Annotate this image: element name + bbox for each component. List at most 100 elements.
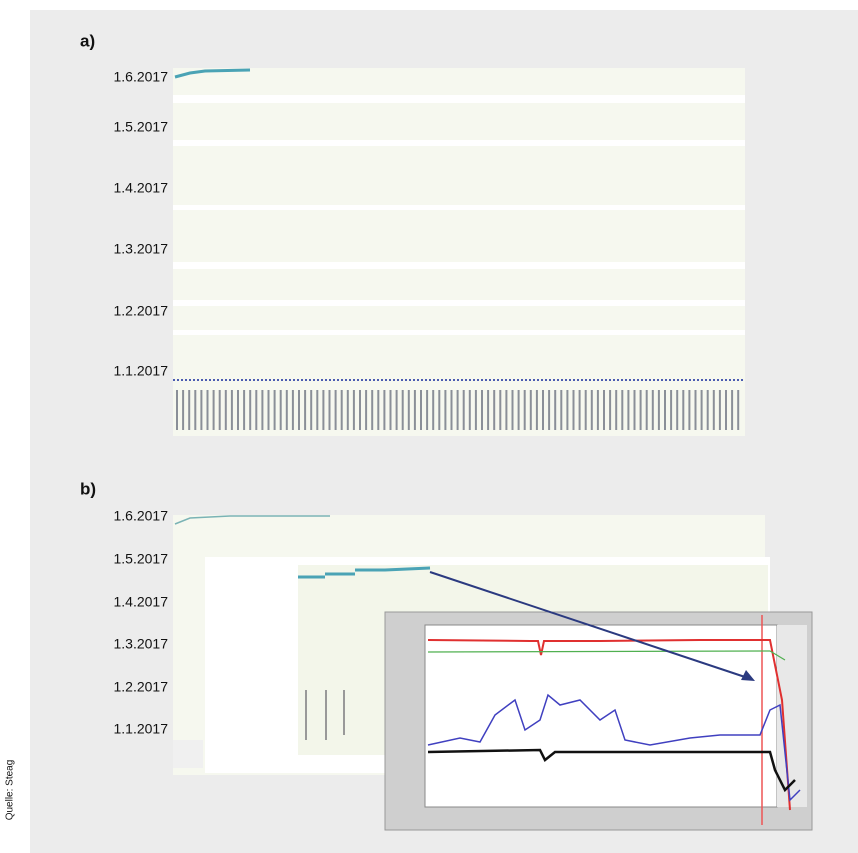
tick-text (438, 390, 440, 430)
tick-text (457, 390, 459, 430)
date-label: 1.1.2017 (114, 363, 169, 379)
date-label: 1.1.2017 (114, 721, 169, 737)
date-label: 1.2.2017 (114, 303, 169, 319)
date-label: 1.4.2017 (114, 180, 169, 196)
tick-text (493, 390, 495, 430)
tick-text (182, 390, 184, 430)
tick-text (426, 390, 428, 430)
tick-text (701, 390, 703, 430)
source-credit: Quelle: Steag (5, 760, 16, 821)
tick-text (420, 390, 422, 430)
tick-text (713, 390, 715, 430)
tick-text (444, 390, 446, 430)
tick-text (670, 390, 672, 430)
tick-text (304, 390, 306, 430)
date-label: 1.4.2017 (114, 594, 169, 610)
figure: Quelle: Steag a) 1.6.2017 1.5.2017 (0, 0, 858, 853)
tick-text (548, 390, 550, 430)
tick-text (579, 390, 581, 430)
tick-text (688, 390, 690, 430)
tick-text (261, 390, 263, 430)
tick-text (365, 390, 367, 430)
tick-text (615, 390, 617, 430)
tick-text (505, 390, 507, 430)
tick-text (573, 390, 575, 430)
tick-text (719, 390, 721, 430)
tick-text (329, 390, 331, 430)
tick-text (353, 390, 355, 430)
tick-text (268, 390, 270, 430)
tick-text (383, 390, 385, 430)
panel-label: b) (80, 479, 96, 498)
tick-text (621, 390, 623, 430)
tick-stub (173, 740, 203, 768)
tick-text (536, 390, 538, 430)
tick-text (737, 390, 739, 430)
tick-text (481, 390, 483, 430)
date-label: 1.3.2017 (114, 241, 169, 257)
tick-text (585, 390, 587, 430)
tick-text (634, 390, 636, 430)
tick-text (341, 390, 343, 430)
tick-text (646, 390, 648, 430)
tick-text (640, 390, 642, 430)
tick-text (554, 390, 556, 430)
tick-text (347, 390, 349, 430)
tick-text (249, 390, 251, 430)
panel-a-screenshot (173, 68, 745, 436)
date-label: 1.5.2017 (114, 119, 169, 135)
tick-text (725, 390, 727, 430)
tick-text (322, 390, 324, 430)
tick-text (432, 390, 434, 430)
tick-text (194, 390, 196, 430)
tick-text (566, 390, 568, 430)
tick-text (402, 390, 404, 430)
tick-text (408, 390, 410, 430)
tick-text (609, 390, 611, 430)
tick-text (188, 390, 190, 430)
tick-text (396, 390, 398, 430)
tick-text (652, 390, 654, 430)
tick-text (560, 390, 562, 430)
tick-text (627, 390, 629, 430)
tick-text (243, 390, 245, 430)
tick-text (658, 390, 660, 430)
tick-text (237, 390, 239, 430)
tick-text (512, 390, 514, 430)
tick-text (207, 390, 209, 430)
tick-text (731, 390, 733, 430)
tick-text (371, 390, 373, 430)
tick-text (292, 390, 294, 430)
tick-text (695, 390, 697, 430)
tick-text (524, 390, 526, 430)
tick-text (225, 390, 227, 430)
tick-text (664, 390, 666, 430)
tick-text (597, 390, 599, 430)
tick-text (518, 390, 520, 430)
tick-text (316, 390, 318, 430)
tick-text (451, 390, 453, 430)
tick-text (530, 390, 532, 430)
tick-text (310, 390, 312, 430)
tick-text (274, 390, 276, 430)
tick-text (255, 390, 257, 430)
tick-text (298, 390, 300, 430)
tick-text (682, 390, 684, 430)
tick-text (377, 390, 379, 430)
tick-text (469, 390, 471, 430)
tick-text (414, 390, 416, 430)
tick-text (176, 390, 178, 430)
tick-text (219, 390, 221, 430)
tick-text (499, 390, 501, 430)
tick-text (200, 390, 202, 430)
tick-text (707, 390, 709, 430)
date-label: 1.5.2017 (114, 551, 169, 567)
tick-text (676, 390, 678, 430)
date-label: 1.6.2017 (114, 508, 169, 524)
tick-text (591, 390, 593, 430)
panel-label: a) (80, 31, 95, 50)
tick-text (335, 390, 337, 430)
tick-text (475, 390, 477, 430)
tick-text (390, 390, 392, 430)
date-label: 1.3.2017 (114, 636, 169, 652)
